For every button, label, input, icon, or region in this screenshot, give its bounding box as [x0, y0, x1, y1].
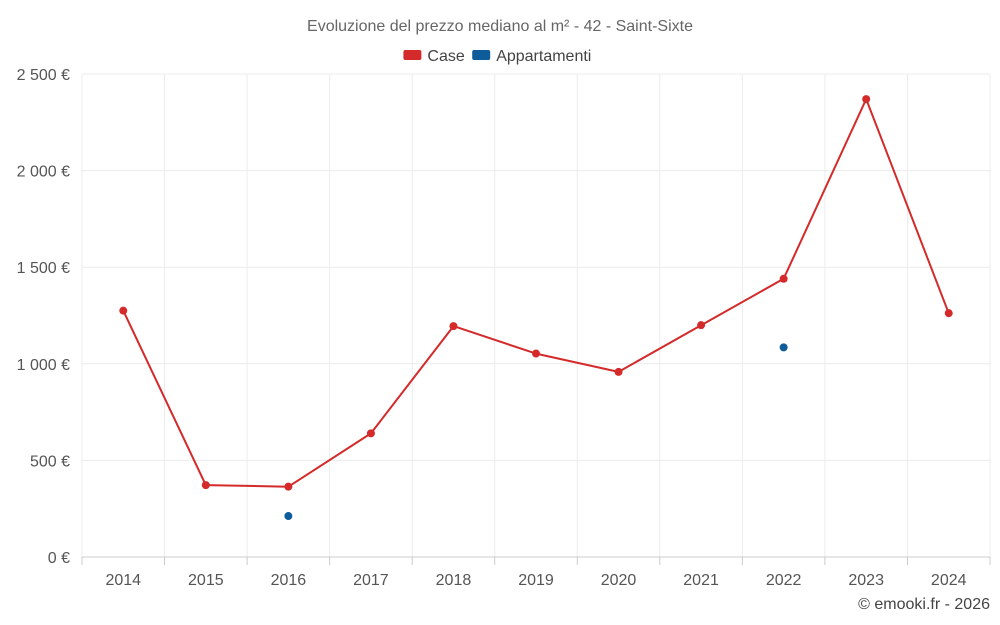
- y-tick-label: 500 €: [30, 453, 70, 470]
- x-tick-label: 2022: [766, 572, 802, 589]
- legend-swatch: [472, 50, 491, 60]
- y-tick-label: 0 €: [48, 550, 70, 567]
- legend-label[interactable]: Case: [427, 48, 464, 65]
- y-tick-label: 1 000 €: [17, 357, 70, 374]
- plot-area: [119, 95, 953, 521]
- y-axis: 0 € 500 € 1 000 € 1 500 € 2 000 € 2 500 €: [17, 67, 70, 567]
- data-point-case[interactable]: [944, 309, 953, 318]
- x-tick-label: 2017: [353, 572, 389, 589]
- x-tick-label: 2019: [518, 572, 554, 589]
- data-point-case[interactable]: [366, 429, 375, 438]
- x-axis: 2014 2015 2016 2017 2018 2019 2020 2021 2022 2023…: [81, 556, 991, 589]
- y-tick-label: 2 000 €: [17, 164, 70, 181]
- x-tick-label: 2023: [848, 572, 884, 589]
- data-point-case[interactable]: [697, 321, 706, 330]
- chart-title: Evoluzione del prezzo mediano al m² - 42…: [307, 18, 693, 35]
- data-point-appartamenti[interactable]: [284, 512, 293, 521]
- data-point-case[interactable]: [119, 306, 128, 315]
- legend: Case Appartamenti: [403, 48, 591, 65]
- x-tick-label: 2016: [271, 572, 307, 589]
- data-point-case[interactable]: [532, 349, 540, 358]
- x-tick-label: 2014: [105, 572, 141, 589]
- data-point-case[interactable]: [779, 274, 788, 283]
- legend-label[interactable]: Appartamenti: [496, 48, 591, 65]
- data-point-case[interactable]: [614, 367, 623, 376]
- x-tick-label: 2018: [436, 572, 472, 589]
- x-tick-label: 2024: [931, 572, 967, 589]
- grid: [81, 73, 991, 558]
- credit-text: © emooki.fr - 2026: [858, 596, 990, 613]
- x-tick-label: 2015: [188, 572, 224, 589]
- data-point-case[interactable]: [284, 482, 293, 491]
- y-tick-label: 2 500 €: [17, 67, 70, 84]
- data-point-case[interactable]: [862, 95, 871, 104]
- legend-swatch: [403, 50, 422, 60]
- data-point-case[interactable]: [201, 481, 210, 490]
- data-point-case[interactable]: [449, 322, 458, 331]
- x-tick-label: 2020: [601, 572, 637, 589]
- y-tick-label: 1 500 €: [17, 260, 70, 277]
- x-tick-label: 2021: [683, 572, 719, 589]
- data-point-appartamenti[interactable]: [779, 343, 788, 352]
